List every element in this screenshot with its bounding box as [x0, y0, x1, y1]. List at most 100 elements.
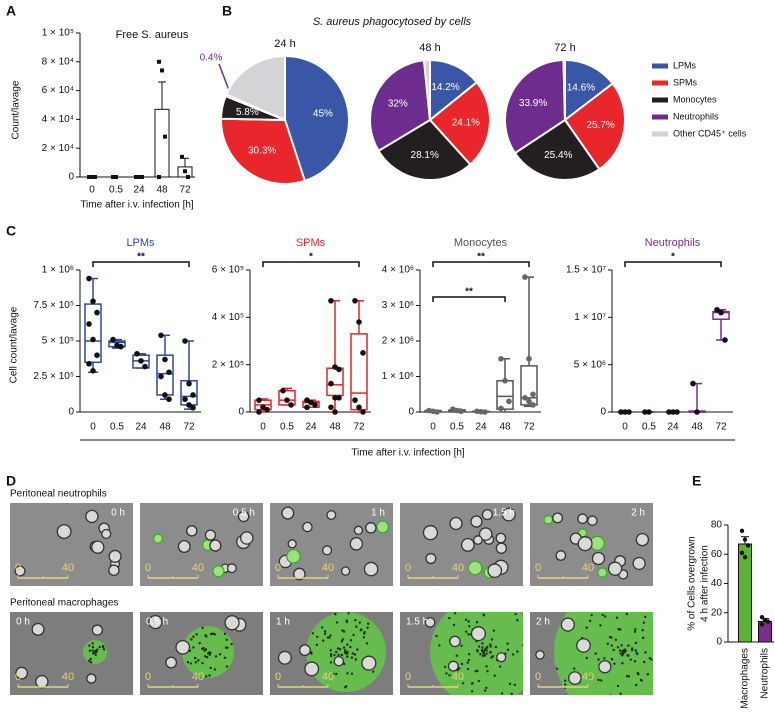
cell [287, 539, 297, 549]
bacterium [573, 667, 576, 670]
data-point [280, 387, 286, 394]
y-tick-label: 2 × 10⁴ [42, 143, 74, 154]
bacterium [555, 667, 559, 670]
bacterium [213, 633, 216, 636]
pie-title: 48 h [419, 42, 440, 54]
bacterium [646, 673, 650, 676]
bacterium [614, 638, 618, 641]
bacterium [664, 633, 666, 635]
bacterium [626, 654, 629, 657]
y-tick-label: 2 × 10⁵ [212, 359, 244, 370]
data-point [530, 402, 536, 408]
bacterium [509, 605, 511, 607]
bacterium [225, 665, 229, 668]
significance-bracket [624, 261, 722, 267]
bacterium [598, 607, 600, 609]
x-tick-label: 24 [133, 185, 145, 196]
data-point [183, 169, 187, 174]
micrograph: 0 h 0 40 [10, 612, 133, 695]
bacterium [98, 645, 101, 649]
bacterium [609, 694, 612, 695]
scale-label: 40 [582, 562, 594, 574]
bacterium [585, 626, 588, 629]
bacterium [522, 644, 523, 647]
bacterium [608, 635, 612, 639]
scale-label: 40 [62, 671, 74, 683]
pie-slice [377, 118, 472, 181]
bacterium [470, 682, 474, 685]
y-tick-label: 0 [238, 407, 244, 418]
data-point [186, 380, 192, 387]
bacterium [310, 652, 313, 655]
data-point [666, 409, 672, 415]
data-point [739, 528, 745, 534]
cell [108, 564, 120, 576]
bacterium [470, 690, 474, 693]
x-tick-label: 0.5 [642, 422, 656, 433]
micrograph: 2 h 0 40 [530, 503, 653, 586]
x-tick-label: 0 [89, 185, 95, 196]
bacterium [316, 635, 319, 638]
data-point [356, 404, 362, 411]
bacterium [616, 594, 618, 596]
bacterium [477, 679, 481, 683]
x-tick-label: 0 [430, 422, 436, 433]
bacterium [448, 674, 451, 677]
bacterium [511, 653, 515, 656]
bacterium [468, 652, 471, 656]
bacterium [590, 603, 592, 605]
data-point [742, 537, 748, 542]
data-point [86, 321, 92, 327]
bacterium [494, 645, 498, 649]
cell [91, 540, 105, 554]
bacterium [336, 647, 340, 650]
pie-slice [513, 118, 601, 181]
bacterium [641, 628, 644, 632]
bacterium [483, 689, 487, 692]
bacterium [87, 659, 91, 663]
bacterium [460, 662, 464, 666]
data-point [474, 408, 480, 415]
cell [473, 535, 483, 545]
bacterium [659, 654, 661, 656]
bacterium [665, 662, 667, 664]
slice-label: 28.1% [411, 150, 439, 161]
bacterium [455, 697, 457, 699]
scale-label: 0 [145, 562, 151, 574]
significance-label: ** [477, 252, 485, 263]
bacterium [637, 672, 640, 676]
cell [240, 531, 254, 545]
bacterium [483, 654, 487, 657]
y-axis-label: % of Cells overgrown [687, 536, 698, 630]
time-label: 0 h [111, 508, 125, 519]
pie-title: 72 h [554, 42, 575, 54]
bacterium [620, 644, 623, 647]
pie-title: 24 h [274, 38, 295, 50]
cell [35, 674, 49, 689]
data-point [506, 398, 512, 405]
bacterium [194, 661, 198, 664]
panel-title: LPMs [126, 237, 155, 249]
cell [226, 563, 237, 574]
significance-bracket [92, 261, 190, 267]
bacterium [657, 617, 659, 619]
bacterium [311, 632, 315, 635]
bacterium [355, 625, 358, 628]
x-tick-label: Neutrophils [760, 648, 771, 699]
bacterium [353, 653, 357, 656]
bacterium [448, 616, 451, 620]
cell [293, 567, 306, 581]
bacterium [365, 642, 369, 645]
bacterium [665, 640, 667, 642]
data-point [134, 175, 138, 179]
y-axis-label: 4 h after infection [700, 545, 711, 622]
data-point [137, 175, 141, 179]
data-point [264, 406, 270, 413]
data-point [502, 377, 508, 384]
scale-label: 40 [62, 562, 74, 574]
y-tick-label: 0 [68, 407, 74, 418]
bacterium [482, 613, 485, 616]
cell [209, 539, 222, 552]
time-label: 1 h [371, 508, 385, 519]
bacterium [590, 613, 593, 617]
